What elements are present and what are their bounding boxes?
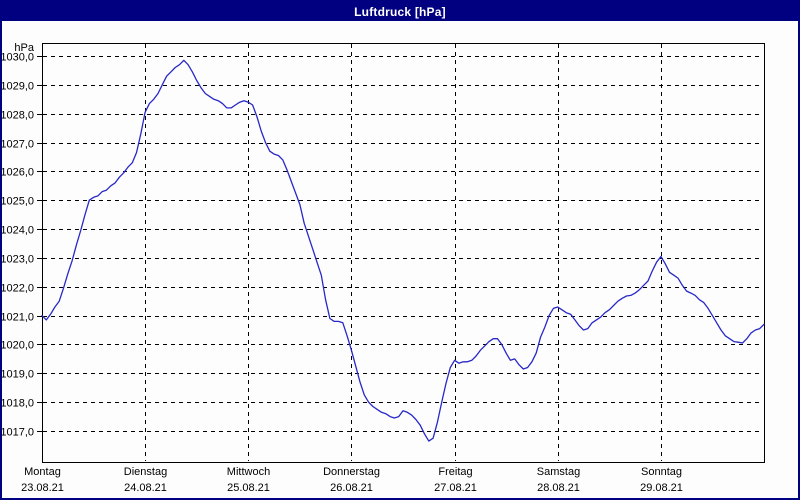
y-axis-tick-label: 1028,0 [2, 110, 34, 122]
x-axis-date-label: 27.08.21 [434, 482, 477, 494]
y-axis-tick-label: 1021,0 [2, 312, 34, 324]
y-axis-tick-label: 1029,0 [2, 81, 34, 93]
x-axis-day-label: Sonntag [641, 466, 682, 478]
x-axis-date-label: 29.08.21 [640, 482, 683, 494]
y-axis-tick-label: 1023,0 [2, 254, 34, 266]
x-axis-day-label: Dienstag [124, 466, 167, 478]
pressure-series-line [41, 59, 765, 442]
title-bar[interactable]: Luftdruck [hPa] [2, 2, 798, 21]
y-axis-tick-label: 1026,0 [2, 167, 34, 179]
y-axis-tick-label: 1017,0 [2, 427, 34, 439]
y-axis-tick-label: 1024,0 [2, 225, 34, 237]
window-title: Luftdruck [hPa] [354, 4, 446, 19]
y-axis-tick-label: 1025,0 [2, 196, 34, 208]
y-axis-tick-label: 1022,0 [2, 283, 34, 295]
x-axis-day-label: Freitag [438, 466, 472, 478]
x-axis-date-label: 24.08.21 [124, 482, 167, 494]
x-axis-day-label: Samstag [537, 466, 580, 478]
y-axis-tick-label: 1018,0 [2, 398, 34, 410]
plot-border [42, 43, 765, 463]
y-axis-tick-label: 1019,0 [2, 369, 34, 381]
x-axis-date-label: 23.08.21 [21, 482, 64, 494]
x-axis-day-label: Donnerstag [323, 466, 380, 478]
y-axis-unit-label: hPa [14, 42, 34, 54]
x-axis-date-label: 25.08.21 [227, 482, 270, 494]
x-axis-day-label: Mittwoch [227, 466, 270, 478]
y-axis-tick-label: 1030,0 [2, 52, 34, 64]
x-axis-day-label: Montag [24, 466, 61, 478]
x-axis-date-label: 26.08.21 [330, 482, 373, 494]
y-axis-tick-label: 1020,0 [2, 340, 34, 352]
x-axis-date-label: 28.08.21 [537, 482, 580, 494]
y-axis-tick-label: 1027,0 [2, 139, 34, 151]
